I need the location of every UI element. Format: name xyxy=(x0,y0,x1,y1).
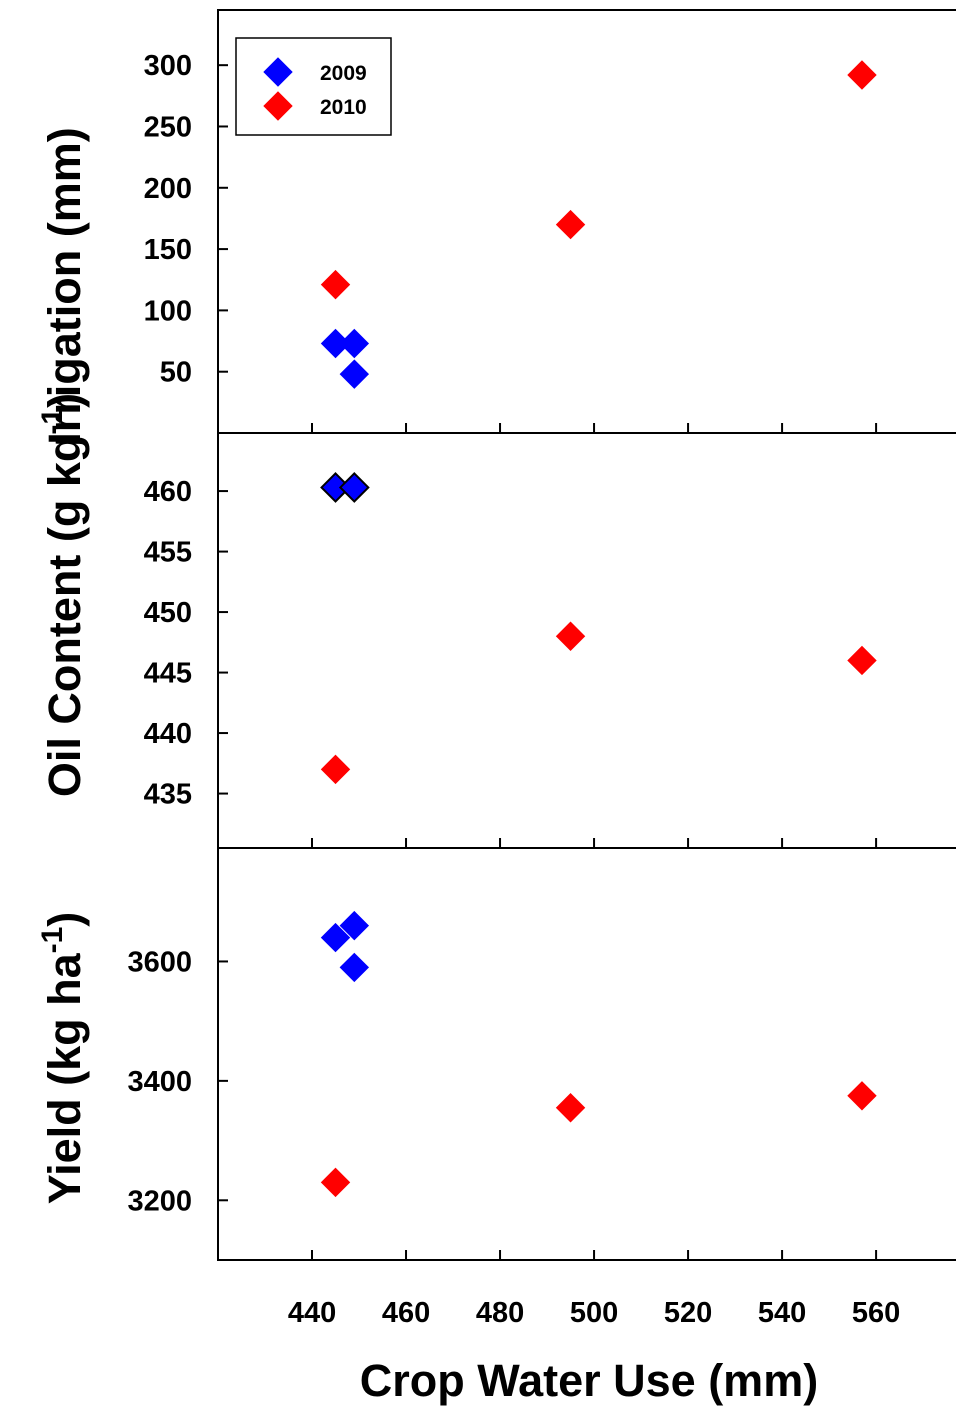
y-tick-label: 440 xyxy=(144,718,192,750)
point-2010 xyxy=(847,60,877,90)
point-2009 xyxy=(339,359,370,389)
legend-marker-2009 xyxy=(263,57,293,87)
y-tick-label: 300 xyxy=(144,50,192,82)
point-2010 xyxy=(555,1093,586,1123)
legend-box xyxy=(235,37,392,136)
panels: 5010015020025030043544044545045546032003… xyxy=(36,9,956,1261)
x-tick-label: 500 xyxy=(570,1297,618,1329)
y-axis-title-tail: ) xyxy=(39,393,90,408)
y-axis-title-middle: Oil Content (g kg-1) xyxy=(36,393,90,797)
y-tick-label: 450 xyxy=(144,597,192,629)
y-tick-label: 445 xyxy=(144,658,192,690)
legend: 2009 2010 xyxy=(235,37,392,136)
panel-middle: 435 440 445 450 455 460 xyxy=(144,432,956,849)
y-axis-title-tail: ) xyxy=(39,912,90,927)
y-tick-label: 3200 xyxy=(127,1185,192,1217)
y-tick-label: 100 xyxy=(144,295,192,327)
y-tick-label: 3600 xyxy=(127,946,192,978)
panel-top: 50 100 150 200 250 300 xyxy=(144,9,956,434)
y-tick-label: 455 xyxy=(144,537,192,569)
point-2010 xyxy=(320,1167,351,1198)
y-tick-label: 150 xyxy=(144,234,192,266)
x-axis-title: Crop Water Use (mm) xyxy=(360,1355,818,1406)
y-axis-title-top: Irrigation (mm) xyxy=(39,127,90,445)
point-2009 xyxy=(339,910,370,941)
point-2009 xyxy=(339,328,370,359)
point-2009 xyxy=(339,952,370,983)
point-2010 xyxy=(320,754,351,785)
panel-bottom: 3200 3400 3600 xyxy=(127,847,956,1261)
y-tick-label: 3400 xyxy=(127,1066,192,1098)
x-tick-label: 440 xyxy=(288,1297,336,1329)
point-2009 xyxy=(338,472,370,503)
y-tick-label: 50 xyxy=(160,357,192,389)
x-tick-label: 560 xyxy=(852,1297,900,1329)
y-tick-label: 250 xyxy=(144,111,192,143)
legend-marker-2010 xyxy=(263,91,293,121)
y-tick-label: 460 xyxy=(144,476,192,508)
x-tick-label: 480 xyxy=(476,1297,524,1329)
point-2010 xyxy=(320,269,351,300)
x-axis: 440 460 480 500 520 540 560 xyxy=(288,1297,900,1329)
y-axis-title-sup: -1 xyxy=(36,408,69,435)
x-tick-label: 520 xyxy=(664,1297,712,1329)
legend-label-2009: 2009 xyxy=(320,62,367,85)
point-2009 xyxy=(320,922,351,953)
x-tick-label: 460 xyxy=(382,1297,430,1329)
point-2010 xyxy=(555,209,586,240)
y-axis-title-bottom: Yield (kg ha-1) xyxy=(36,912,90,1205)
legend-label-2010: 2010 xyxy=(320,96,367,119)
y-axis-title-sup: -1 xyxy=(36,927,69,954)
x-tick-label: 540 xyxy=(758,1297,806,1329)
point-2010 xyxy=(555,621,586,651)
y-tick-label: 435 xyxy=(144,779,192,811)
point-2010 xyxy=(847,1081,877,1111)
panel-frame xyxy=(217,847,956,1261)
y-tick-label: 200 xyxy=(144,173,192,205)
point-2010 xyxy=(847,645,877,676)
